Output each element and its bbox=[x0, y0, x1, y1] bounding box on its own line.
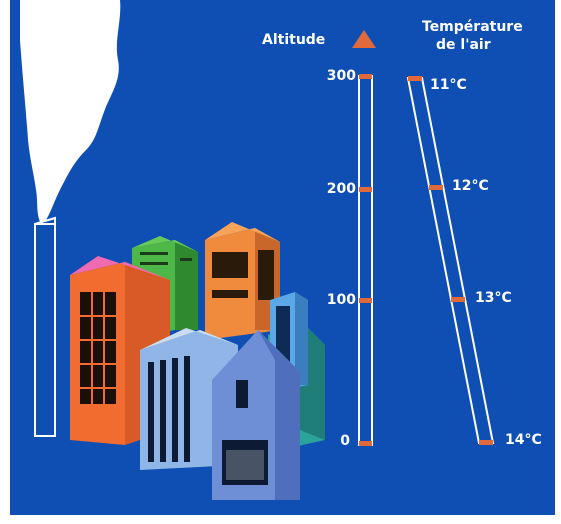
temperature-label-14: 14°C bbox=[505, 432, 542, 448]
smoke-plume bbox=[20, 0, 121, 222]
temp-marker-11 bbox=[408, 76, 422, 81]
chimney-top bbox=[34, 216, 56, 226]
temperature-title-line1: Température bbox=[422, 19, 523, 35]
temp-marker-14 bbox=[479, 440, 493, 445]
altitude-arrow-icon bbox=[352, 30, 376, 48]
altitude-tick-0: 0 bbox=[340, 433, 350, 449]
temp-marker-13 bbox=[451, 297, 465, 302]
chimney bbox=[34, 223, 56, 437]
altitude-marker-200 bbox=[359, 187, 372, 192]
temperature-label-12: 12°C bbox=[452, 178, 489, 194]
temperature-label-13: 13°C bbox=[475, 290, 512, 306]
temperature-label-11: 11°C bbox=[430, 77, 467, 93]
city-buildings bbox=[70, 222, 325, 500]
altitude-marker-100 bbox=[359, 298, 372, 303]
altitude-tick-100: 100 bbox=[326, 292, 356, 308]
temperature-title-line2: de l'air bbox=[436, 37, 491, 53]
temp-marker-12 bbox=[429, 185, 443, 190]
altitude-tick-300: 300 bbox=[326, 68, 356, 84]
altitude-tick-200: 200 bbox=[326, 181, 356, 197]
altitude-title: Altitude bbox=[262, 32, 326, 48]
altitude-marker-0 bbox=[359, 441, 372, 446]
altitude-marker-300 bbox=[359, 74, 372, 79]
